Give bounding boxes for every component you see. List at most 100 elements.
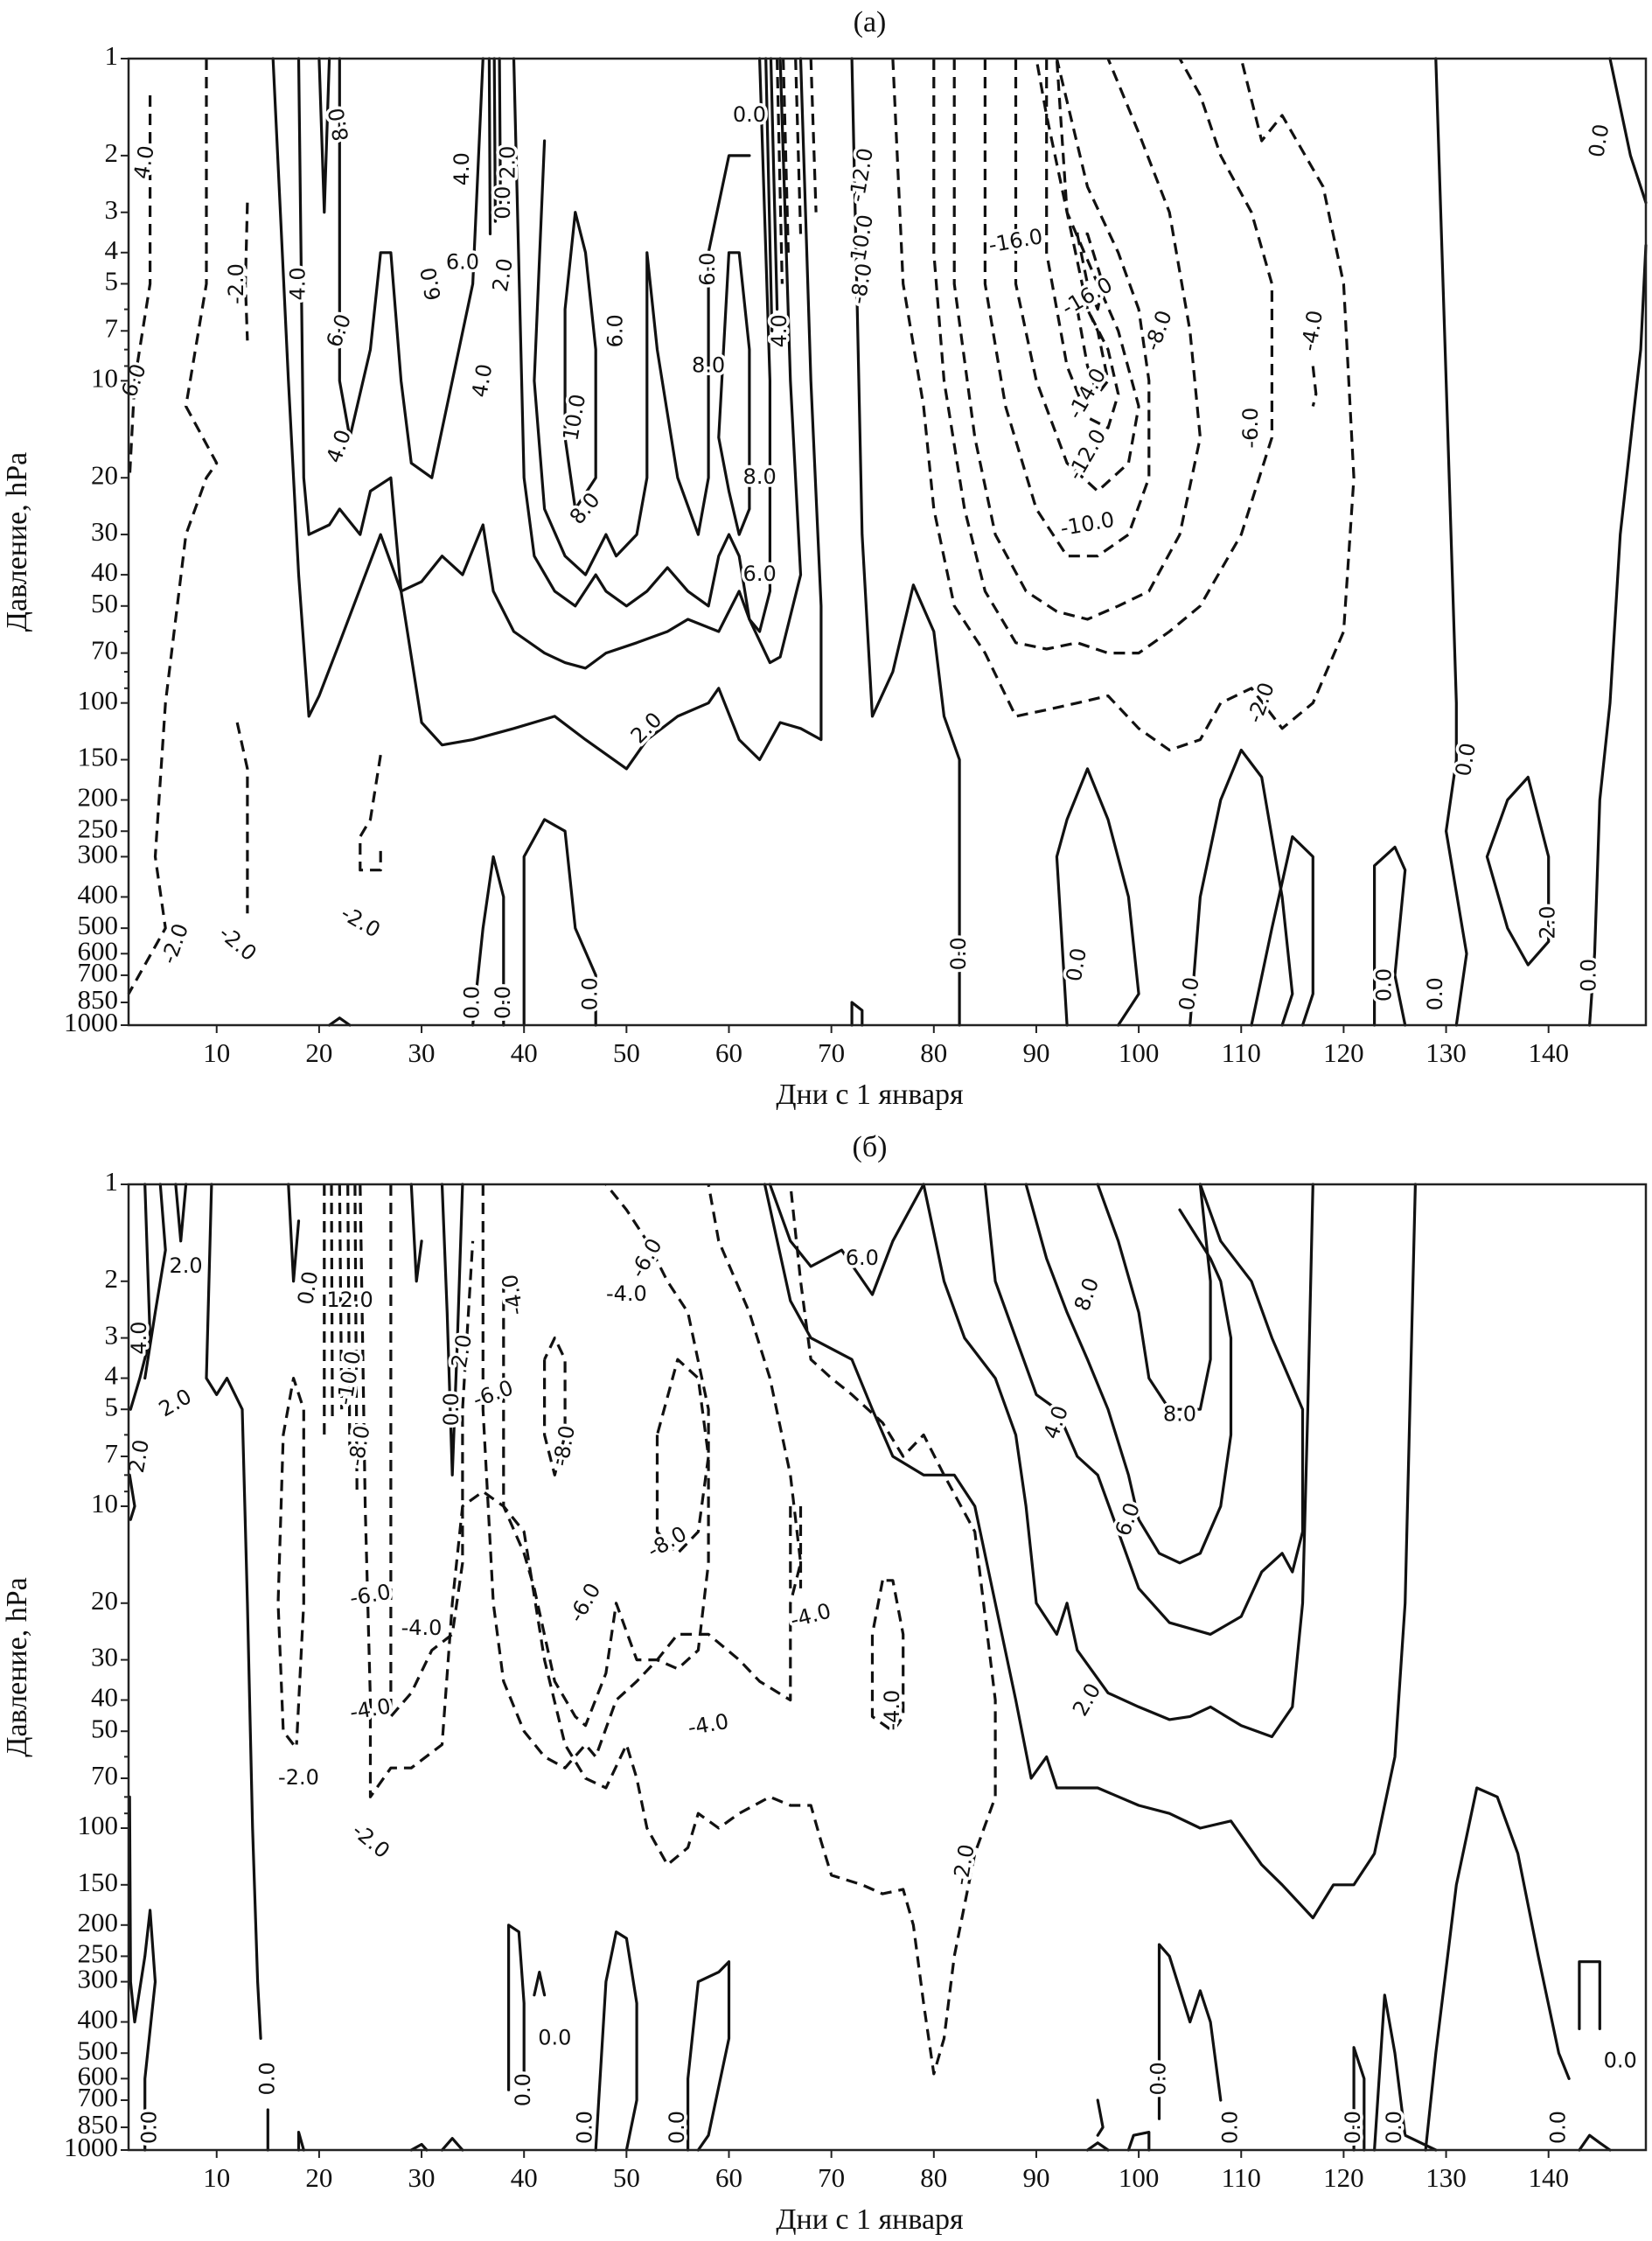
negative-contour-line [952, 58, 1202, 621]
negative-contour-line [1076, 232, 1105, 311]
y-tick-label: 400 [78, 2004, 119, 2035]
contour-label: 6.0 [846, 1246, 879, 1270]
contour-label: 0.0 [137, 2111, 162, 2144]
zero-contour-line [409, 2142, 429, 2152]
contour-label: 2.0 [170, 1253, 203, 1278]
y-tick-label: 100 [78, 1810, 119, 1840]
zero-contour-line [850, 57, 961, 1027]
y-tick-label: 200 [78, 782, 119, 813]
negative-contour-line [276, 1377, 305, 1746]
x-tick-label: 110 [1222, 1037, 1261, 1068]
y-tick-label: 30 [91, 1642, 118, 1672]
negative-contour-line [870, 1579, 905, 1733]
zero-contour-line [1250, 834, 1314, 1027]
negative-contour-line [338, 1183, 344, 1410]
y-tick-label: 2 [105, 1263, 119, 1294]
negative-contour-line [1014, 58, 1140, 493]
contour-label: -4.0 [606, 1281, 647, 1306]
positive-contour-line [512, 57, 771, 633]
panel-title: (б) [853, 1131, 888, 1163]
contour-label: 0.0 [1371, 968, 1396, 1002]
x-tick-label: 50 [613, 1037, 640, 1068]
y-tick-label: 700 [78, 2082, 119, 2112]
y-tick-label: 50 [91, 588, 118, 618]
negative-contour-line [543, 1337, 567, 1477]
contour-label: -2.0 [224, 263, 248, 304]
positive-contour-line [1024, 1183, 1233, 1565]
positive-contour-line [533, 139, 751, 576]
contour-label: 2.0 [496, 146, 520, 179]
y-tick-label: 850 [78, 2109, 119, 2140]
contour-label: 0.0 [254, 2062, 279, 2095]
positive-contour-line [143, 1183, 167, 1380]
x-axis-label: Дни с 1 января [776, 2203, 964, 2236]
negative-contour-line [353, 1183, 359, 1492]
positive-contour-line [922, 1183, 1314, 1739]
contour-label: 6.0 [603, 314, 628, 347]
positive-contour-line [296, 57, 803, 670]
x-tick-label: 140 [1528, 2162, 1569, 2193]
negative-contour-line [359, 754, 382, 872]
positive-contour-line [1485, 775, 1551, 967]
contour-label: 12.0 [326, 1288, 373, 1312]
x-tick-label: 120 [1323, 2162, 1364, 2193]
positive-contour-line [768, 1183, 925, 1296]
zero-contour-line [776, 58, 784, 284]
contour-label: 0.0 [538, 2025, 571, 2049]
contour-label: 0.0 [1147, 2062, 1171, 2095]
negative-contour-line [1311, 366, 1318, 407]
y-tick-label: 500 [78, 910, 119, 940]
zero-contour-line [1434, 57, 1468, 1027]
positive-contour-line [769, 57, 779, 311]
x-tick-label: 130 [1425, 1037, 1467, 1068]
zero-contour-line [1188, 748, 1294, 1027]
y-tick-label: 70 [91, 1760, 118, 1791]
y-tick-label: 20 [91, 1585, 118, 1616]
positive-contour-line [764, 57, 774, 332]
contour-label: -4.0 [401, 1616, 443, 1640]
negative-contour-line [1045, 58, 1120, 429]
zero-contour-line [1096, 2098, 1105, 2137]
zero-contour-line [1373, 1993, 1438, 2152]
y-tick-label: 30 [91, 516, 118, 547]
x-tick-label: 90 [1022, 1037, 1049, 1068]
zero-contour-line [522, 818, 597, 1027]
x-tick-label: 30 [408, 1037, 436, 1068]
y-tick-label: 600 [78, 935, 119, 966]
negative-contour-line [128, 95, 152, 478]
contour-label: 0.0 [946, 937, 971, 970]
positive-contour-line [487, 57, 492, 235]
contour-label: 0.0 [1577, 959, 1601, 992]
zero-contour-line [850, 1001, 864, 1027]
contour-label: -4.0 [880, 1690, 904, 1731]
zero-contour-line [440, 2137, 464, 2152]
x-tick-label: 10 [203, 2162, 230, 2193]
y-tick-label: 600 [78, 2060, 119, 2091]
zero-contour-line [328, 1016, 352, 1027]
contour-label: 0.0 [577, 977, 602, 1010]
zero-contour-line [687, 1960, 731, 2152]
y-tick-label: 7 [105, 1438, 119, 1469]
x-tick-label: 20 [305, 1037, 332, 1068]
y-tick-label: 100 [78, 685, 119, 716]
x-tick-label: 100 [1119, 2162, 1160, 2193]
contour-label: 0.0 [439, 1393, 464, 1426]
contour-label: 0.0 [1545, 2111, 1570, 2144]
x-tick-label: 90 [1022, 2162, 1049, 2193]
y-tick-label: 500 [78, 2035, 119, 2065]
contour-label: 0.0 [511, 2073, 535, 2106]
positive-contour-line [317, 57, 331, 214]
contour-label: 0.0 [1423, 977, 1447, 1010]
zero-contour-line [440, 1183, 464, 1477]
x-tick-label: 30 [408, 2162, 436, 2193]
x-tick-label: 70 [818, 1037, 845, 1068]
zero-contour-line [498, 57, 502, 205]
contour-label: 0.0 [1341, 2111, 1365, 2144]
zero-contour-line [507, 1923, 526, 2091]
negative-contour-line [502, 1183, 710, 1728]
x-tick-label: 40 [511, 1037, 538, 1068]
y-tick-label: 3 [105, 194, 119, 225]
y-tick-label: 250 [78, 1938, 119, 1969]
